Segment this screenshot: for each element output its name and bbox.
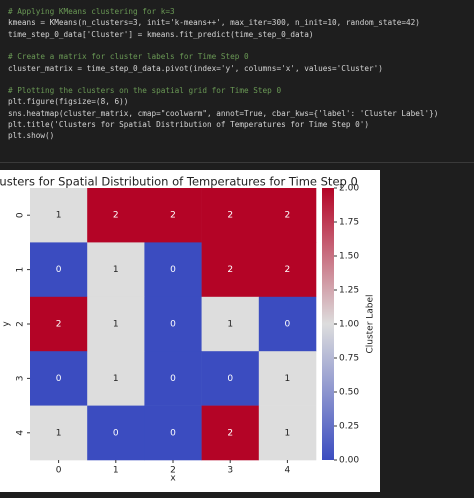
cell-annotation: 2 bbox=[113, 211, 119, 221]
cell-annotation: 2 bbox=[285, 265, 291, 275]
cell-annotation: 1 bbox=[113, 265, 119, 275]
heatmap-cell bbox=[87, 188, 145, 243]
colorbar-tick-label: 1.75 bbox=[339, 218, 359, 228]
cell-annotation: 1 bbox=[113, 374, 119, 384]
x-tick-label: 1 bbox=[113, 466, 119, 476]
y-tick-label: 0 bbox=[16, 212, 26, 218]
code-line: time_step_0_data['Cluster'] = kmeans.fit… bbox=[8, 29, 314, 39]
heatmap-cell bbox=[258, 296, 317, 352]
y-axis-label: y bbox=[2, 321, 12, 327]
cell-annotation: 0 bbox=[56, 265, 62, 275]
cell-annotation: 1 bbox=[227, 320, 233, 330]
cell-annotation: 2 bbox=[227, 265, 233, 275]
colorbar bbox=[322, 188, 334, 460]
colorbar-tick-label: 1.25 bbox=[339, 286, 359, 296]
heatmap-cell bbox=[144, 242, 202, 298]
cell-annotation: 1 bbox=[56, 211, 62, 221]
colorbar-tick-label: 1.50 bbox=[339, 252, 359, 262]
cell-annotation: 2 bbox=[170, 211, 176, 221]
heatmap-cell bbox=[30, 351, 88, 406]
code-cell: # Applying KMeans clustering for k=3 kmea… bbox=[0, 0, 474, 160]
y-tick-label: 3 bbox=[16, 376, 26, 382]
code-line: sns.heatmap(cluster_matrix, cmap="coolwa… bbox=[8, 108, 439, 118]
cell-annotation: 2 bbox=[227, 428, 233, 438]
cell-annotation: 0 bbox=[227, 374, 233, 384]
cell-annotation: 0 bbox=[170, 265, 176, 275]
heatmap-cell bbox=[201, 242, 260, 298]
code-line: plt.title('Clusters for Spatial Distribu… bbox=[8, 120, 370, 129]
heatmap-cell bbox=[144, 296, 202, 352]
code-line: # Create a matrix for cluster labels for… bbox=[8, 52, 249, 62]
code-line: plt.figure(figsize=(8, 6)) bbox=[8, 97, 129, 107]
heatmap-cell bbox=[201, 296, 260, 352]
heatmap-cell bbox=[258, 351, 317, 406]
cell-annotation: 1 bbox=[56, 428, 62, 438]
colorbar-tick-label: 0.50 bbox=[339, 388, 359, 398]
heatmap-cell bbox=[258, 242, 317, 298]
cell-annotation: 0 bbox=[170, 320, 176, 330]
code-line: cluster_matrix = time_step_0_data.pivot(… bbox=[8, 63, 383, 73]
heatmap-cell bbox=[30, 296, 88, 352]
colorbar-tick-label: 0.00 bbox=[339, 456, 359, 466]
colorbar-tick-label: 0.25 bbox=[339, 422, 359, 432]
heatmap-cell bbox=[201, 405, 260, 461]
code-line: # Applying KMeans clustering for k=3 bbox=[8, 7, 175, 16]
cell-annotation: 0 bbox=[56, 374, 62, 384]
heatmap-cell bbox=[30, 188, 88, 243]
heatmap-cell bbox=[30, 242, 88, 298]
cell-annotation: 2 bbox=[56, 320, 62, 330]
colorbar-tick-label: 0.75 bbox=[339, 354, 359, 364]
heatmap-cell bbox=[87, 351, 145, 406]
x-tick-label: 0 bbox=[56, 466, 62, 476]
cell-annotation: 1 bbox=[285, 428, 291, 438]
separator bbox=[0, 162, 474, 163]
colorbar-tick-label: 1.00 bbox=[339, 320, 359, 330]
code-line: # Plotting the clusters on the spatial g… bbox=[8, 86, 282, 96]
y-tick-label: 4 bbox=[16, 430, 26, 436]
cell-annotation: 0 bbox=[113, 428, 119, 438]
heatmap-cell bbox=[87, 296, 145, 352]
cell-annotation: 1 bbox=[285, 374, 291, 384]
y-tick-label: 2 bbox=[16, 321, 26, 327]
x-axis-label: x bbox=[170, 474, 176, 484]
heatmap-cell bbox=[144, 405, 202, 461]
colorbar-tick-label: 2.00 bbox=[339, 184, 359, 194]
heatmap-cell bbox=[258, 405, 317, 461]
cell-annotation: 2 bbox=[227, 211, 233, 221]
cell-annotation: 0 bbox=[285, 320, 291, 330]
heatmap-cell bbox=[201, 188, 260, 243]
heatmap-cell bbox=[144, 188, 202, 243]
x-tick-label: 3 bbox=[227, 466, 233, 476]
chart: Clusters for Spatial Distribution of Tem… bbox=[0, 170, 380, 492]
cell-annotation: 1 bbox=[113, 320, 119, 330]
code-line: plt.show() bbox=[8, 131, 55, 141]
cell-annotation: 0 bbox=[170, 428, 176, 438]
heatmap-cell bbox=[144, 351, 202, 406]
colorbar-label: Cluster Label bbox=[366, 294, 376, 353]
heatmap-cell bbox=[87, 405, 145, 461]
cell-annotation: 0 bbox=[170, 374, 176, 384]
y-tick-label: 1 bbox=[16, 267, 26, 273]
heatmap-cell bbox=[30, 405, 88, 461]
x-tick-label: 2 bbox=[170, 466, 176, 476]
cell-annotation: 2 bbox=[285, 211, 291, 221]
code-line: kmeans = KMeans(n_clusters=3, init='k-me… bbox=[8, 18, 420, 28]
x-tick-label: 4 bbox=[285, 466, 291, 476]
heatmap-cell bbox=[87, 242, 145, 298]
heatmap-cell bbox=[258, 188, 317, 243]
heatmap-cell bbox=[201, 351, 260, 406]
chart-title: Clusters for Spatial Distribution of Tem… bbox=[0, 175, 358, 189]
